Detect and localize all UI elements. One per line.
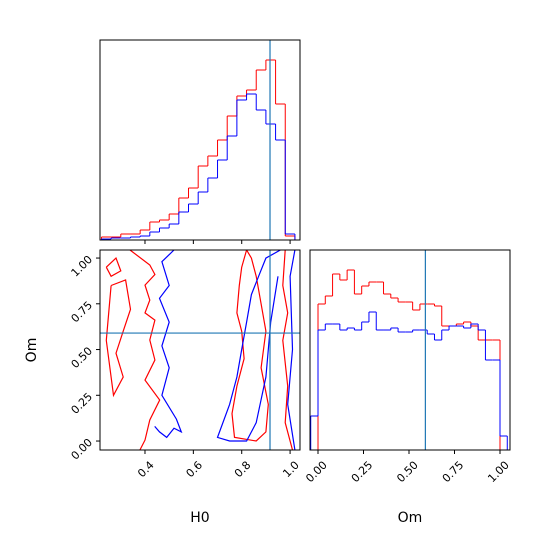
x-axis-label: Om [398,510,423,526]
contour-line [129,250,161,450]
contour-line [231,250,269,442]
axes-frame [99,39,301,241]
contour-line [282,250,294,450]
contour-line [216,250,281,442]
contour-line [154,250,183,439]
contours [105,250,296,450]
y-axis-label: Om [24,338,40,363]
x-axis-label: H0 [190,510,209,526]
contour-line [105,279,132,398]
axes-frame [309,249,511,451]
contour-line [287,250,296,450]
contour-line [105,257,122,278]
